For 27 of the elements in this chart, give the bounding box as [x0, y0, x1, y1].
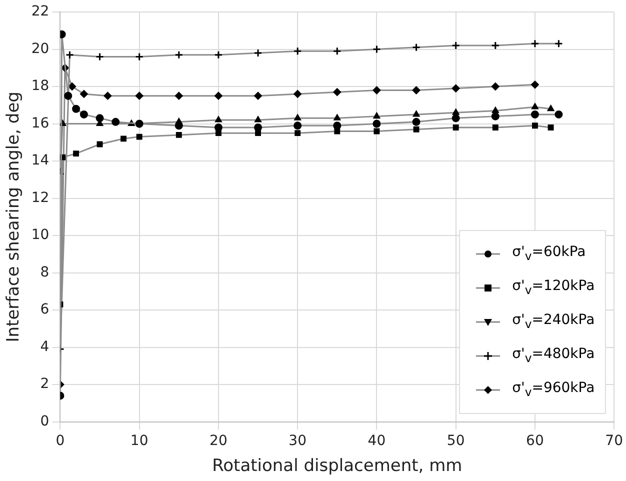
x-tick-label: 20 — [210, 432, 228, 449]
y-tick-label: 18 — [31, 78, 50, 94]
y-tick-label: 2 — [40, 376, 50, 392]
x-tick-label: 50 — [446, 432, 465, 449]
legend-label: σ'$_{v}$=480kPa — [512, 346, 595, 366]
legend-label: σ'$_{v}$=60kPa — [512, 244, 586, 264]
x-axis-title: Rotational displacement, mm — [212, 456, 462, 476]
x-tick-label: 0 — [56, 432, 65, 449]
legend-label: σ'$_{v}$=240kPa — [512, 312, 595, 332]
x-tick-label: 70 — [605, 432, 624, 449]
x-tick-label: 60 — [526, 432, 544, 449]
y-tick-label: 6 — [40, 302, 50, 318]
y-tick-label: 12 — [31, 190, 50, 206]
y-tick-label: 8 — [40, 264, 50, 280]
y-tick-label: 10 — [31, 227, 50, 244]
y-tick-label: 4 — [40, 338, 50, 355]
y-axis-title: Interface shearing angle, deg — [4, 92, 24, 342]
y-tick-label: 0 — [40, 413, 50, 430]
x-tick-label: 10 — [130, 432, 148, 449]
y-tick-label: 16 — [31, 115, 50, 132]
y-tick-label: 22 — [31, 4, 50, 20]
legend-label: σ'$_{v}$=960kPa — [512, 380, 595, 400]
y-tick-label: 20 — [31, 40, 50, 57]
legend-label: σ'$_{v}$=120kPa — [512, 278, 595, 298]
x-tick-label: 40 — [368, 432, 386, 449]
y-tick-label: 14 — [31, 152, 50, 169]
x-tick-label: 30 — [288, 432, 307, 449]
